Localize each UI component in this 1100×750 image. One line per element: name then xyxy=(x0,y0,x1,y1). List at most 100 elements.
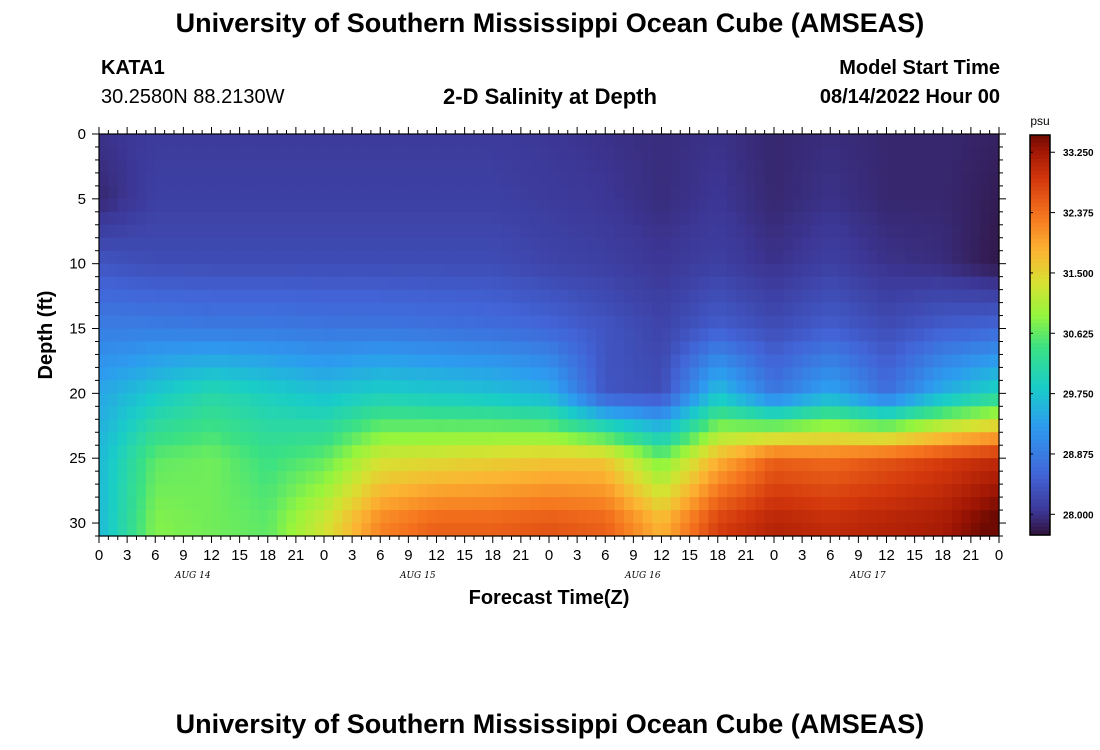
heatmap-cell xyxy=(933,146,944,161)
heatmap-cell xyxy=(389,484,400,498)
heatmap-cell xyxy=(445,380,456,394)
heatmap-cell xyxy=(211,289,222,304)
heatmap-cell xyxy=(539,432,550,446)
heatmap-cell xyxy=(108,159,119,174)
heatmap-cell xyxy=(905,523,916,537)
heatmap-cell xyxy=(867,406,878,420)
heatmap-cell xyxy=(502,341,513,356)
heatmap-cell xyxy=(277,237,288,252)
heatmap-cell xyxy=(549,224,559,239)
heatmap-cell xyxy=(877,159,888,174)
heatmap-cell xyxy=(117,484,128,498)
heatmap-cell xyxy=(577,159,588,174)
colorbar-segment xyxy=(1030,511,1050,516)
heatmap-cell xyxy=(417,497,428,511)
heatmap-cell xyxy=(970,419,981,433)
heatmap-cell xyxy=(127,406,138,420)
x-tick-label: 21 xyxy=(288,547,305,564)
heatmap-cell xyxy=(952,237,963,252)
heatmap-cell xyxy=(399,523,409,537)
heatmap-cell xyxy=(905,185,916,200)
heatmap-cell xyxy=(849,471,859,485)
heatmap-cell xyxy=(586,211,597,226)
heatmap-cell xyxy=(670,380,681,394)
heatmap-cell xyxy=(417,237,428,252)
heatmap-cell xyxy=(727,393,738,407)
heatmap-cell xyxy=(577,406,588,420)
heatmap-cell xyxy=(305,380,316,394)
heatmap-cell xyxy=(867,484,878,498)
heatmap-cell xyxy=(380,354,391,369)
heatmap-cell xyxy=(370,276,381,291)
heatmap-cell xyxy=(267,406,278,420)
heatmap-cell xyxy=(202,237,213,252)
heatmap-cell xyxy=(614,367,625,381)
heatmap-cell xyxy=(914,406,925,420)
heatmap-cell xyxy=(924,250,934,265)
heatmap-cell xyxy=(614,185,625,200)
heatmap-cell xyxy=(774,315,784,330)
heatmap-cell xyxy=(342,523,353,537)
heatmap-cell xyxy=(520,159,531,174)
heatmap-cell xyxy=(642,523,653,537)
heatmap-cell xyxy=(839,367,850,381)
heatmap-cell xyxy=(792,497,803,511)
heatmap-cell xyxy=(717,471,728,485)
heatmap-cell xyxy=(792,172,803,187)
heatmap-cell xyxy=(108,393,119,407)
heatmap-cell xyxy=(849,263,859,278)
heatmap-cell xyxy=(858,134,869,148)
heatmap-cell xyxy=(333,328,344,343)
heatmap-cell xyxy=(633,471,644,485)
heatmap-cell xyxy=(933,471,944,485)
heatmap-cell xyxy=(211,146,222,161)
heatmap-cell xyxy=(830,159,841,174)
heatmap-cell xyxy=(530,159,541,174)
heatmap-cell xyxy=(745,250,756,265)
heatmap-cell xyxy=(633,172,644,187)
heatmap-cell xyxy=(717,523,728,537)
heatmap-cell xyxy=(689,146,700,161)
heatmap-cell xyxy=(970,224,981,239)
heatmap-cell xyxy=(736,510,747,524)
heatmap-cell xyxy=(558,380,569,394)
heatmap-cell xyxy=(567,263,578,278)
heatmap-cell xyxy=(502,419,513,433)
heatmap-cell xyxy=(211,328,222,343)
heatmap-cell xyxy=(727,250,738,265)
heatmap-cell xyxy=(380,198,391,213)
heatmap-cell xyxy=(464,471,475,485)
heatmap-cell xyxy=(277,159,288,174)
heatmap-cell xyxy=(689,341,700,356)
heatmap-cell xyxy=(952,159,963,174)
heatmap-cell xyxy=(239,484,250,498)
heatmap-cell xyxy=(399,172,409,187)
heatmap-cell xyxy=(877,380,888,394)
heatmap-cell xyxy=(305,458,316,472)
heatmap-cell xyxy=(249,302,259,317)
heatmap-cell xyxy=(530,237,541,252)
heatmap-cell xyxy=(558,419,569,433)
heatmap-cell xyxy=(633,510,644,524)
heatmap-cell xyxy=(933,510,944,524)
heatmap-cell xyxy=(839,341,850,356)
heatmap-cell xyxy=(717,406,728,420)
heatmap-cell xyxy=(333,315,344,330)
heatmap-cell xyxy=(642,406,653,420)
heatmap-cell xyxy=(961,134,972,148)
heatmap-cell xyxy=(970,471,981,485)
heatmap-cell xyxy=(905,250,916,265)
heatmap-cell xyxy=(155,302,166,317)
heatmap-cell xyxy=(530,315,541,330)
colorbar-segment xyxy=(1030,227,1050,232)
heatmap-cell xyxy=(436,510,447,524)
heatmap-cell xyxy=(670,146,681,161)
heatmap-cell xyxy=(839,289,850,304)
heatmap-cell xyxy=(145,250,156,265)
heatmap-cell xyxy=(249,419,259,433)
heatmap-cell xyxy=(117,510,128,524)
heatmap-cell xyxy=(736,276,747,291)
y-axis-title: Depth (ft) xyxy=(35,291,57,380)
heatmap-cell xyxy=(577,146,588,161)
heatmap-cell xyxy=(708,445,719,459)
